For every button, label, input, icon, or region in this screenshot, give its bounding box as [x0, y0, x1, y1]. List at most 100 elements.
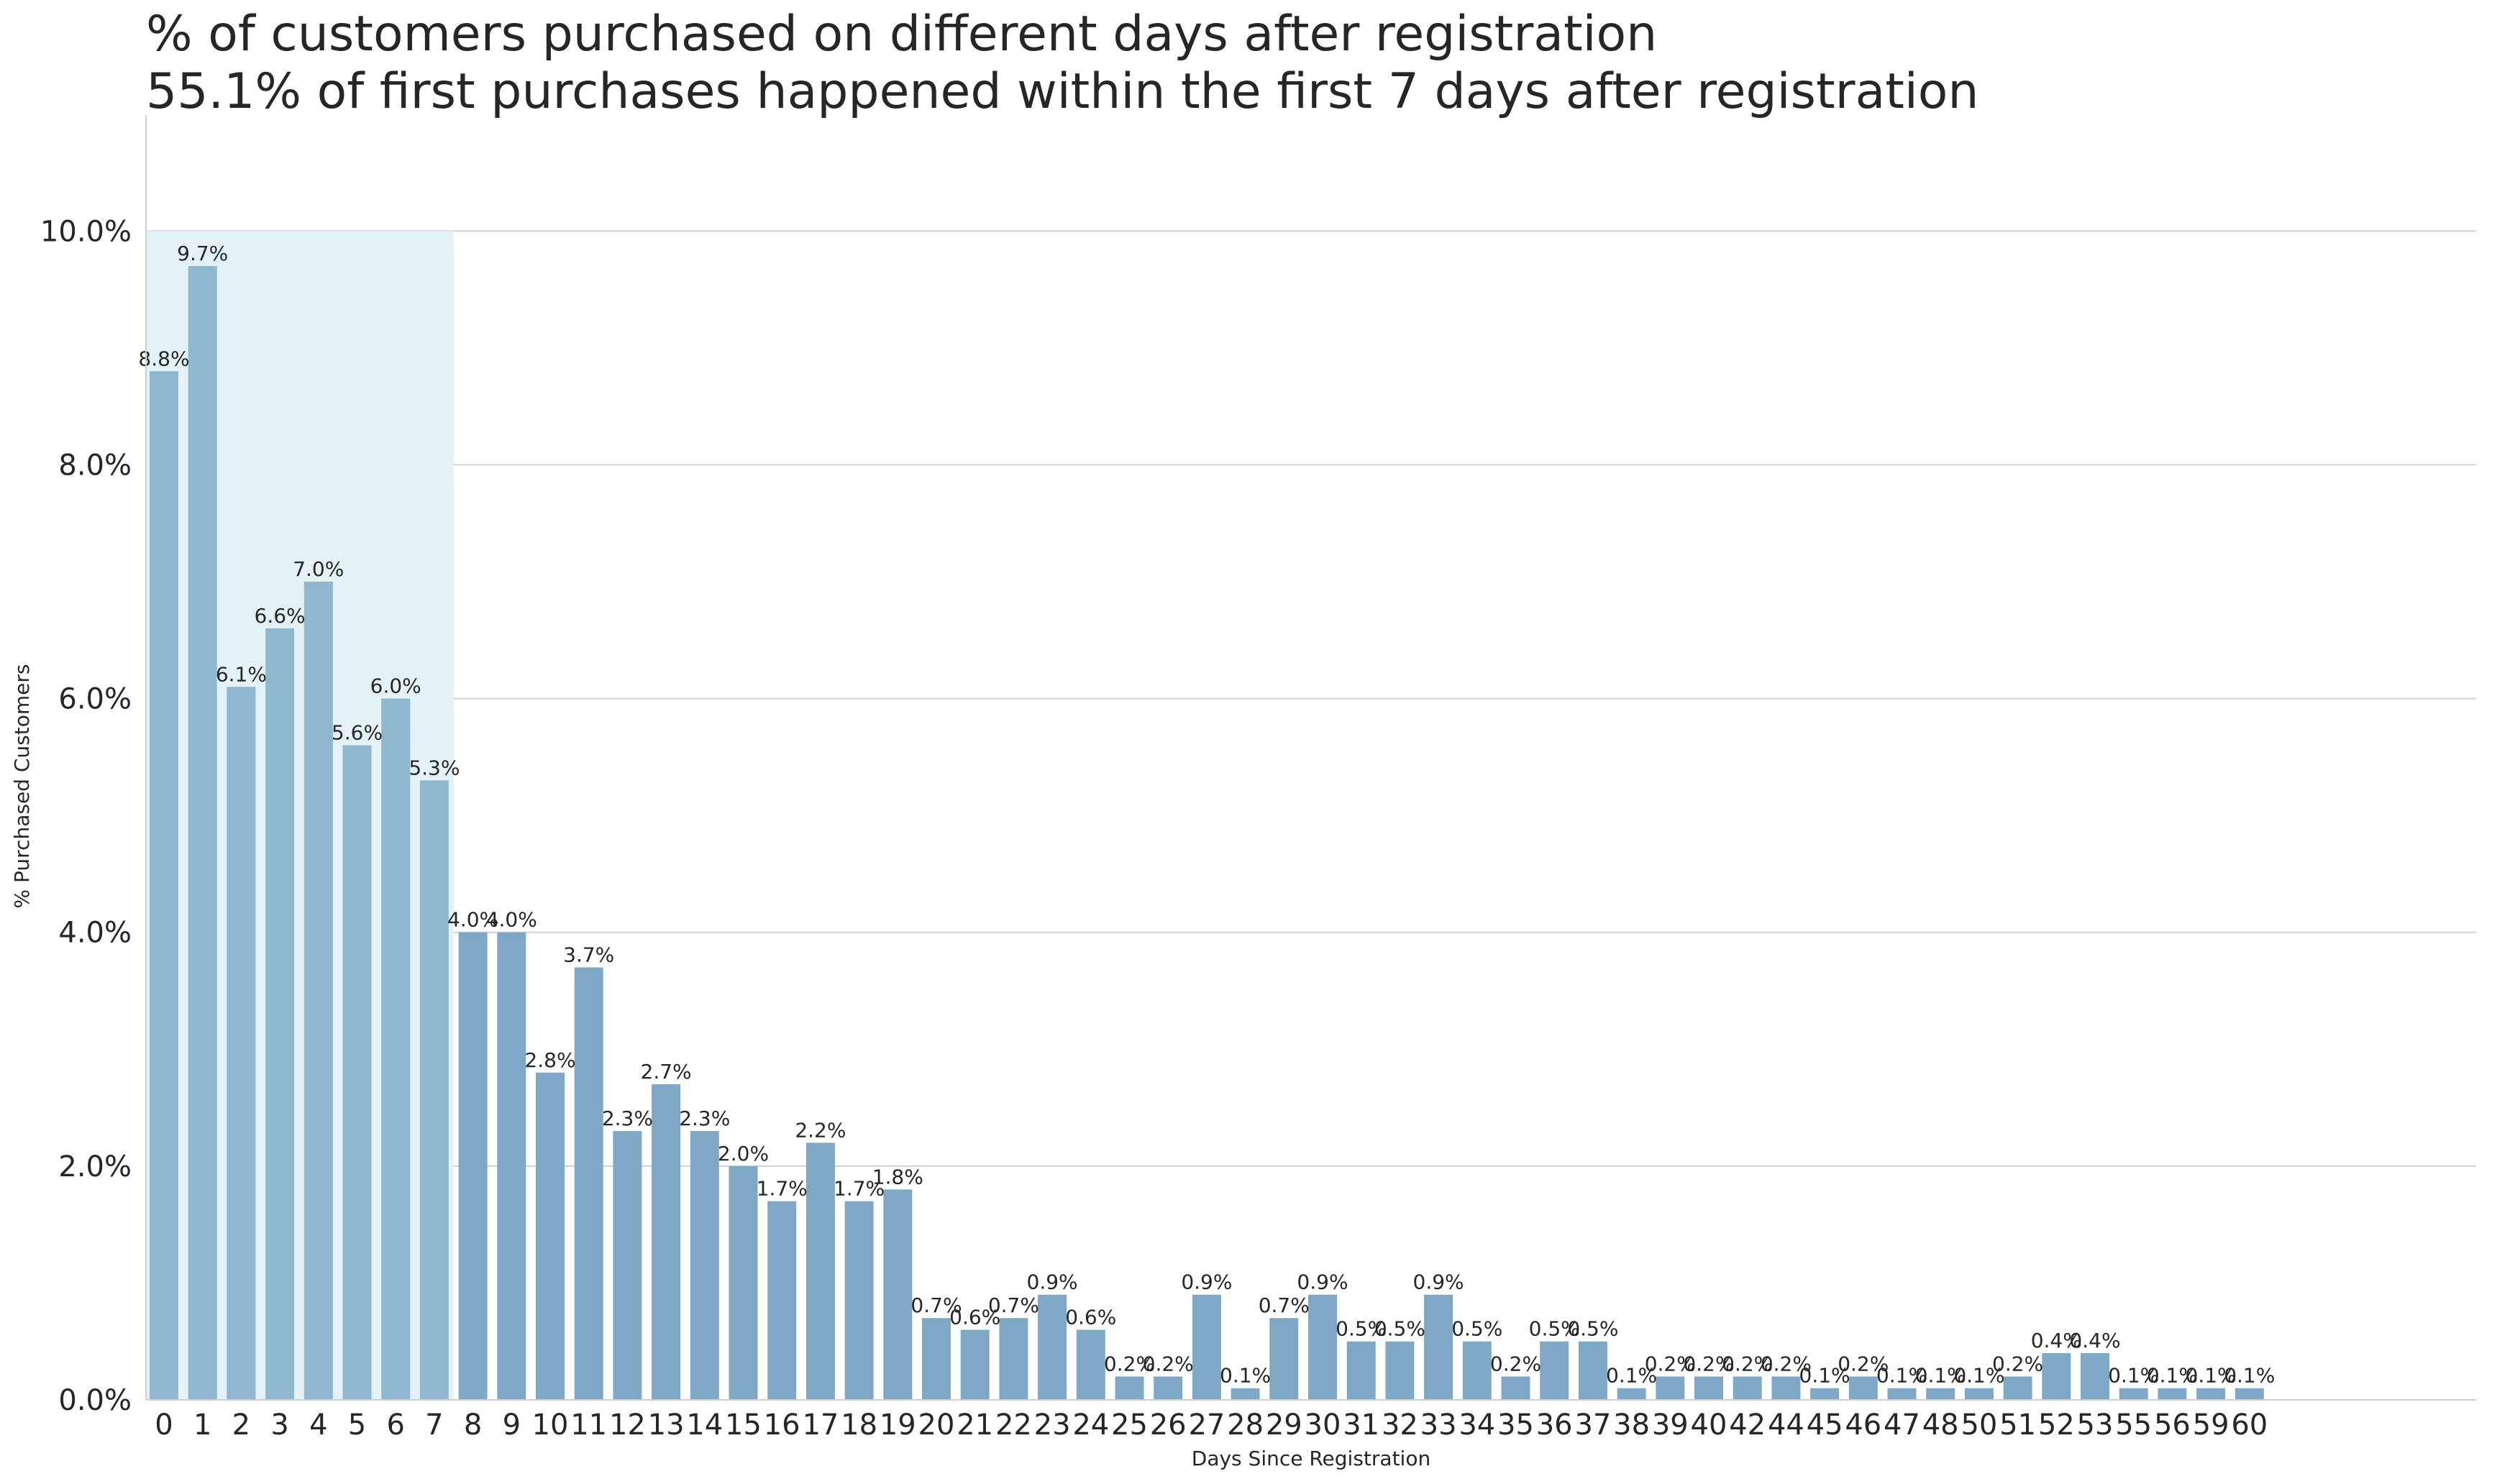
x-tick-label: 8 [464, 1409, 482, 1442]
x-tick-label: 52 [2038, 1409, 2075, 1442]
bar [1462, 1341, 1492, 1400]
bar [690, 1131, 719, 1400]
x-tick-label: 48 [1922, 1409, 1959, 1442]
bar-value-label: 2.2% [795, 1118, 846, 1142]
bar-value-label: 9.7% [177, 242, 228, 265]
y-tick-label: 6.0% [58, 683, 132, 716]
x-tick-label: 55 [2115, 1409, 2152, 1442]
y-axis-ticks: 0.0% 2.0% 4.0% 6.0% 8.0% 10.0% [40, 215, 132, 1417]
bar-value-label: 2.3% [679, 1107, 730, 1130]
bar [652, 1084, 681, 1400]
bar [188, 266, 217, 1400]
bar [1771, 1376, 1801, 1400]
x-tick-label: 2 [232, 1409, 250, 1442]
bar-value-label: 0.5% [1336, 1317, 1387, 1341]
x-tick-label: 30 [1305, 1409, 1341, 1442]
bar [1810, 1388, 1840, 1400]
bar [613, 1131, 642, 1400]
bar-value-label: 5.3% [408, 756, 460, 779]
x-tick-label: 18 [841, 1409, 877, 1442]
bar [2042, 1352, 2071, 1400]
bar-value-label: 1.7% [834, 1177, 885, 1201]
bar [1269, 1318, 1299, 1400]
chart-title: % of customers purchased on different da… [146, 6, 1979, 121]
bar-value-label: 0.7% [1259, 1293, 1310, 1317]
bar [1656, 1376, 1685, 1400]
bar [2196, 1388, 2226, 1400]
bar-value-label: 6.0% [370, 674, 421, 698]
x-tick-label: 16 [764, 1409, 800, 1442]
bar-value-label: 3.7% [563, 943, 614, 966]
bar-value-label: 0.2% [1645, 1352, 1696, 1375]
bar-value-label: 0.2% [1490, 1352, 1541, 1375]
y-axis-title: % Purchased Customers [10, 664, 34, 909]
bar [922, 1318, 951, 1400]
bar [1231, 1388, 1260, 1400]
bar [1192, 1294, 1221, 1400]
x-tick-label: 60 [2231, 1409, 2268, 1442]
x-tick-label: 42 [1729, 1409, 1766, 1442]
x-tick-label: 53 [2077, 1409, 2114, 1442]
bar-value-label: 7.0% [293, 557, 344, 581]
bar-value-label: 0.5% [1567, 1317, 1618, 1341]
bar-value-label: 0.9% [1181, 1270, 1232, 1294]
bar [1887, 1388, 1917, 1400]
y-tick-label: 10.0% [40, 215, 132, 248]
x-tick-label: 33 [1420, 1409, 1457, 1442]
bar-value-label: 0.1% [1953, 1364, 2004, 1388]
x-tick-label: 34 [1459, 1409, 1495, 1442]
x-tick-label: 20 [918, 1409, 955, 1442]
bar [1848, 1376, 1878, 1400]
bar-value-label: 0.1% [2224, 1364, 2275, 1388]
bar-value-label: 2.0% [718, 1142, 769, 1165]
x-tick-label: 13 [648, 1409, 685, 1442]
bar [1733, 1376, 1762, 1400]
x-tick-label: 24 [1072, 1409, 1109, 1442]
bar-value-label: 1.8% [872, 1165, 923, 1188]
bar [1694, 1376, 1723, 1400]
bar [536, 1072, 565, 1400]
x-tick-label: 23 [1034, 1409, 1071, 1442]
x-tick-label: 17 [802, 1409, 839, 1442]
bar-value-label: 0.6% [1065, 1305, 1116, 1329]
bar [1385, 1341, 1415, 1400]
bar-value-label: 0.9% [1297, 1270, 1348, 1294]
y-tick-label: 0.0% [58, 1384, 132, 1417]
x-tick-label: 35 [1497, 1409, 1534, 1442]
bar [1154, 1376, 1183, 1400]
bar [1115, 1376, 1144, 1400]
bar [1076, 1329, 1105, 1400]
bar-value-label: 0.1% [1799, 1364, 1850, 1388]
gridlines [146, 230, 2476, 1401]
bar [844, 1201, 874, 1400]
x-tick-label: 0 [155, 1409, 173, 1442]
x-tick-label: 11 [570, 1409, 607, 1442]
x-tick-label: 56 [2154, 1409, 2191, 1442]
bar-value-label: 0.2% [1722, 1352, 1773, 1375]
x-tick-label: 40 [1691, 1409, 1727, 1442]
bar [883, 1189, 913, 1400]
bar [1424, 1294, 1453, 1400]
bar [381, 698, 411, 1400]
bar-value-label: 0.5% [1451, 1317, 1502, 1341]
bar-value-label: 0.1% [1220, 1364, 1271, 1388]
bar [265, 628, 295, 1400]
bar [303, 582, 333, 1400]
bar [2158, 1388, 2187, 1400]
x-tick-label: 50 [1961, 1409, 1997, 1442]
x-tick-label: 6 [386, 1409, 404, 1442]
bar [2235, 1388, 2264, 1400]
x-tick-label: 25 [1111, 1409, 1148, 1442]
bar [574, 967, 603, 1400]
x-tick-label: 14 [686, 1409, 723, 1442]
bar [2081, 1352, 2109, 1400]
bar [1346, 1341, 1376, 1400]
x-tick-label: 29 [1266, 1409, 1302, 1442]
x-axis-ticks: 0 1 2 3 4 5 6 7 8 9 10 11 12 13 14 15 16 17 18 19 20 21 22 23 24… [155, 1409, 2268, 1442]
data-labels: 8.8% 9.7% 6.1% 6.6% 7.0% 5.6% 6.0% 5.3% 4.0%4.0%… [138, 242, 2275, 1388]
bar-value-label: 0.2% [1683, 1352, 1734, 1375]
y-tick-label: 2.0% [58, 1150, 132, 1183]
bar-value-label: 0.6% [949, 1305, 1000, 1329]
bar [1308, 1294, 1337, 1400]
